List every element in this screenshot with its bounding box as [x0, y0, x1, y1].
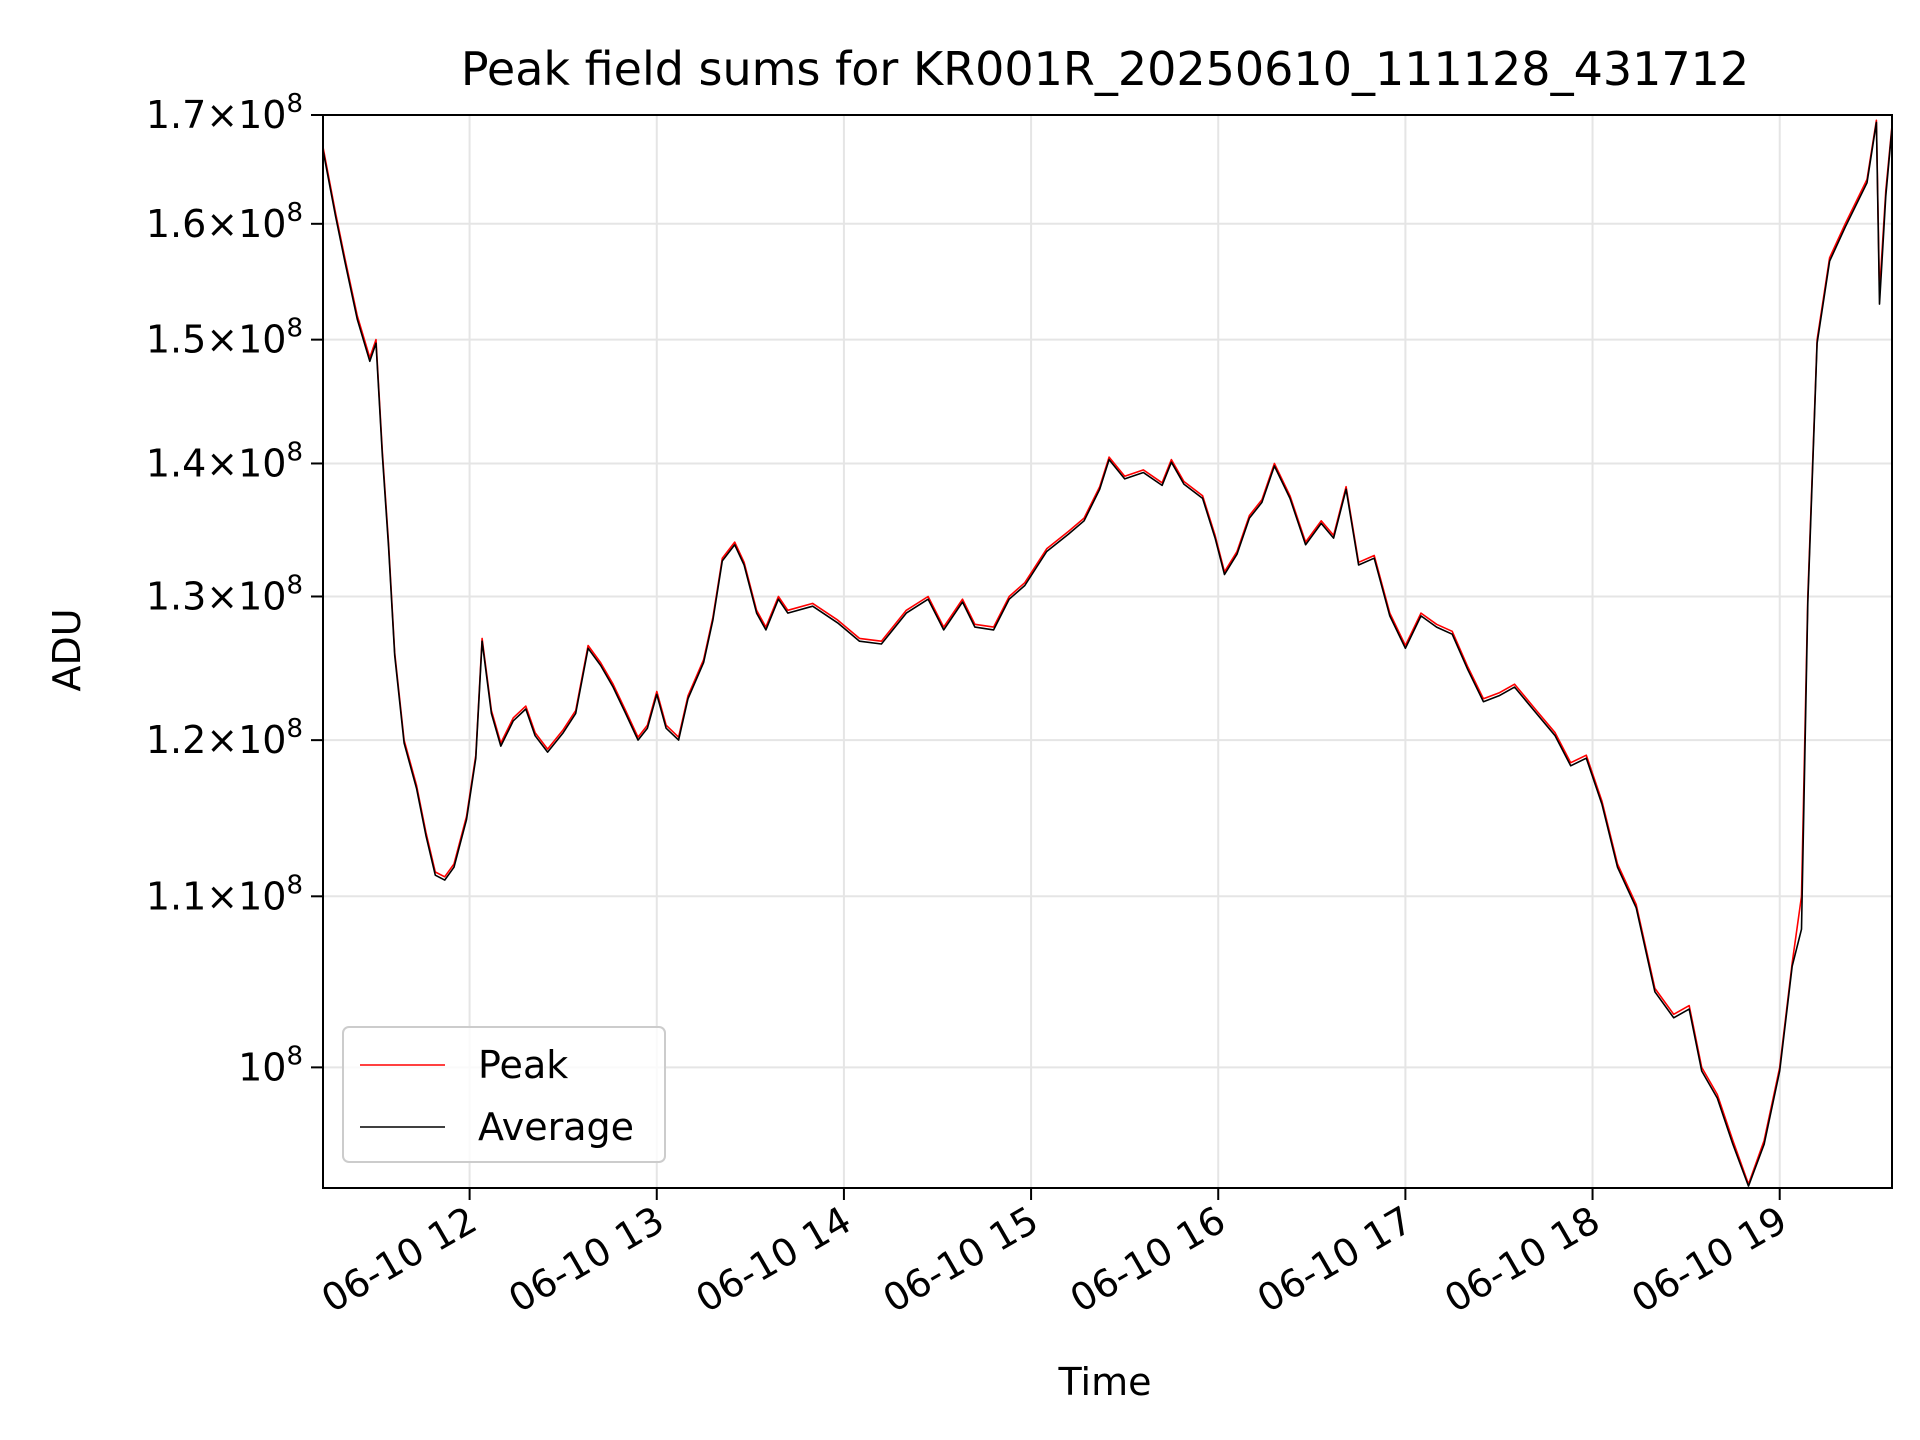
legend-label-average: Average — [478, 1105, 634, 1149]
y-tick-label: 1.7×108 — [146, 89, 303, 137]
x-axis-label: Time — [1058, 1360, 1152, 1404]
legend: Peak Average — [342, 1026, 666, 1163]
plot-series — [322, 119, 1893, 1187]
legend-box — [342, 1026, 666, 1163]
y-tick-label: 1.2×108 — [146, 714, 303, 762]
plot-frame — [322, 114, 1893, 1189]
legend-label-peak: Peak — [478, 1043, 568, 1087]
y-tick-label: 1.6×108 — [146, 198, 303, 246]
chart-title: Peak field sums for KR001R_20250610_1111… — [461, 42, 1749, 96]
y-tick-label: 108 — [238, 1041, 303, 1089]
y-tick-label: 1.5×108 — [146, 314, 303, 362]
y-tick-label: 1.3×108 — [146, 570, 303, 618]
y-tick-label: 1.4×108 — [146, 437, 303, 485]
series-line-average — [322, 121, 1893, 1187]
y-axis-label: ADU — [45, 608, 89, 691]
y-tick-label: 1.1×108 — [146, 870, 303, 918]
